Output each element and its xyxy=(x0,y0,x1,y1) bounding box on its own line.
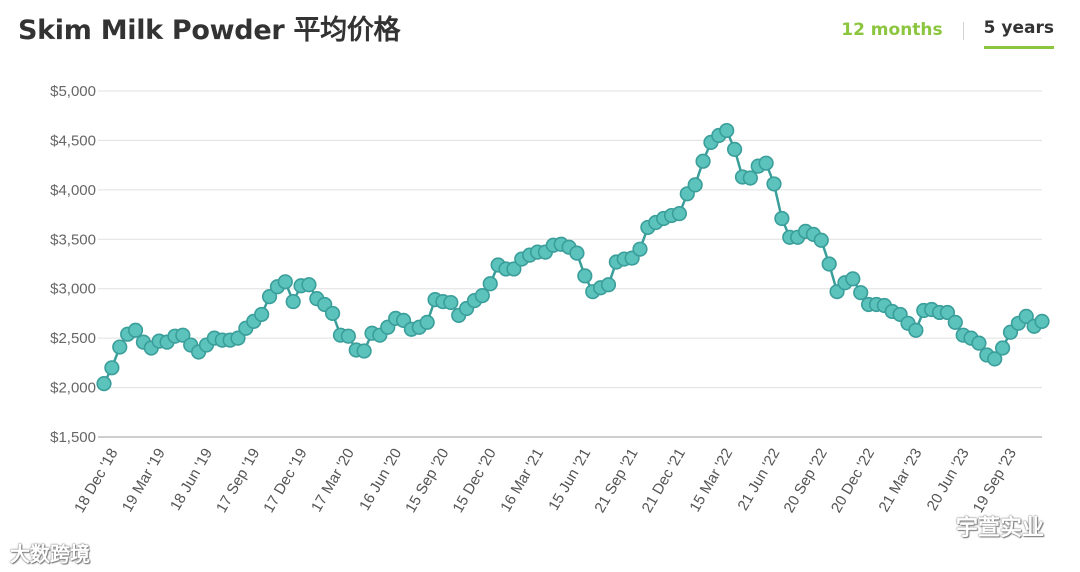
data-point[interactable] xyxy=(443,294,459,311)
data-point[interactable] xyxy=(947,314,963,330)
x-tick-label: 17 Mar '20 xyxy=(308,446,358,515)
data-point[interactable] xyxy=(506,261,522,277)
x-tick-label: 17 Sep '19 xyxy=(213,446,263,516)
data-point[interactable] xyxy=(112,339,128,355)
y-tick-label: $3,500 xyxy=(50,231,96,248)
data-point[interactable] xyxy=(845,271,861,287)
y-tick-label: $1,500 xyxy=(50,429,96,446)
data-point[interactable] xyxy=(687,177,703,193)
range-tabs: 12 months 5 years xyxy=(841,18,1054,49)
data-point[interactable] xyxy=(356,343,372,359)
data-point[interactable] xyxy=(285,293,301,310)
data-point[interactable] xyxy=(853,285,869,301)
y-tick-label: $2,000 xyxy=(50,380,96,397)
y-tick-label: $4,000 xyxy=(50,182,96,199)
data-point[interactable] xyxy=(758,155,774,171)
x-tick-label: 21 Mar '23 xyxy=(876,446,926,515)
data-point[interactable] xyxy=(821,256,837,272)
tab-5-years[interactable]: 5 years xyxy=(983,18,1054,49)
tab-divider xyxy=(962,21,964,40)
data-point[interactable] xyxy=(726,141,743,157)
x-tick-label: 15 Mar '22 xyxy=(686,446,736,515)
x-tick-label: 20 Sep '22 xyxy=(781,446,831,516)
data-point[interactable] xyxy=(908,322,924,338)
data-point[interactable] xyxy=(482,276,498,292)
data-point[interactable] xyxy=(600,277,617,293)
data-point[interactable] xyxy=(419,314,435,330)
data-point[interactable] xyxy=(254,306,270,323)
data-point[interactable] xyxy=(277,274,293,290)
x-tick-label: 16 Mar '21 xyxy=(497,446,547,515)
x-tick-label: 19 Sep '23 xyxy=(970,446,1020,516)
data-point[interactable] xyxy=(742,170,758,186)
data-point[interactable] xyxy=(766,176,782,192)
y-tick-label: $3,000 xyxy=(50,281,96,298)
data-point[interactable] xyxy=(127,322,144,338)
data-point[interactable] xyxy=(577,268,593,284)
x-tick-label: 15 Jun '21 xyxy=(545,446,594,514)
data-point[interactable] xyxy=(1018,308,1034,324)
data-point[interactable] xyxy=(774,210,790,227)
watermark-left: 大数跨境 xyxy=(10,542,90,566)
data-point[interactable] xyxy=(96,376,112,392)
y-tick-label: $4,500 xyxy=(50,132,96,149)
x-tick-label: 21 Dec '21 xyxy=(639,446,689,516)
data-point[interactable] xyxy=(994,340,1011,356)
data-point[interactable] xyxy=(301,277,317,293)
x-tick-label: 15 Sep '20 xyxy=(402,446,452,516)
x-tick-label: 21 Jun '22 xyxy=(734,446,783,514)
x-tick-label: 20 Jun '23 xyxy=(924,446,973,514)
data-point[interactable] xyxy=(230,330,246,346)
data-point[interactable] xyxy=(632,241,648,257)
data-point[interactable] xyxy=(324,305,341,322)
x-tick-label: 16 Jun '20 xyxy=(356,446,405,514)
data-point[interactable] xyxy=(671,205,688,222)
data-point[interactable] xyxy=(813,232,829,248)
tab-12-months[interactable]: 12 months xyxy=(841,19,943,40)
data-point[interactable] xyxy=(719,122,735,139)
x-tick-label: 21 Sep '21 xyxy=(591,446,641,516)
data-point[interactable] xyxy=(104,360,120,376)
data-point[interactable] xyxy=(175,327,191,343)
data-point[interactable] xyxy=(695,153,711,169)
data-point[interactable] xyxy=(261,289,278,305)
data-point[interactable] xyxy=(939,304,956,321)
page-title: Skim Milk Powder 平均价格 xyxy=(18,15,401,46)
x-tick-label: 17 Dec '19 xyxy=(260,446,310,516)
watermark-right: 宇萱实业 xyxy=(955,516,1044,541)
x-tick-label: 18 Dec '18 xyxy=(71,446,121,516)
data-point[interactable] xyxy=(569,245,585,261)
y-tick-label: $2,500 xyxy=(50,330,96,347)
x-tick-label: 20 Dec '22 xyxy=(828,446,878,516)
data-point[interactable] xyxy=(474,288,490,304)
data-point[interactable] xyxy=(1034,313,1050,329)
y-tick-label: $5,000 xyxy=(50,83,96,100)
data-point[interactable] xyxy=(971,335,987,351)
x-tick-label: 15 Dec '20 xyxy=(449,445,499,515)
x-tick-label: 18 Jun '19 xyxy=(167,446,216,514)
x-tick-label: 19 Mar '19 xyxy=(119,446,169,515)
data-point[interactable] xyxy=(340,328,356,344)
data-point[interactable] xyxy=(987,351,1003,367)
